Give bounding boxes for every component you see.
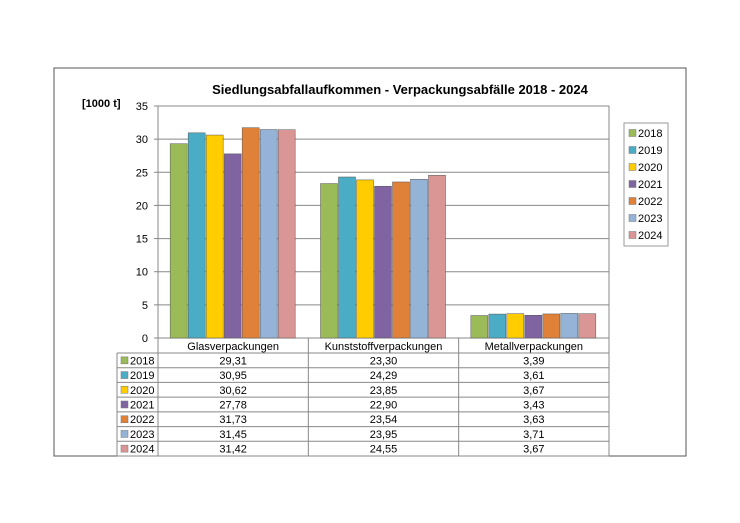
chart-title: Siedlungsabfallaufkommen - Verpackungsab…: [212, 82, 588, 97]
data-label: 22,90: [370, 400, 398, 412]
bar-2021-Glasverpackungen: [223, 153, 242, 339]
bar-2021-Kunststoffverpackungen: [374, 185, 392, 339]
row-label: 2022: [130, 414, 154, 426]
bar-2024-Glasverpackungen: [277, 129, 296, 339]
bar-2019-Glasverpackungen: [187, 132, 206, 339]
legend-key: [628, 163, 637, 171]
y-tick-label: 10: [136, 267, 148, 279]
data-label: 23,85: [370, 385, 398, 397]
legend-key: [120, 400, 129, 409]
bar-2023-Metallverpackungen: [560, 313, 579, 339]
data-label: 23,54: [370, 414, 398, 426]
row-label: 2020: [130, 385, 154, 397]
legend-key: [120, 444, 129, 453]
data-label: 3,67: [523, 444, 544, 456]
data-label: 24,55: [370, 444, 398, 456]
bar-2021-Metallverpackungen: [524, 315, 543, 339]
row-label: 2023: [130, 429, 154, 441]
legend-key: [628, 214, 637, 222]
bar-2020-Glasverpackungen: [205, 134, 224, 339]
bar-2019-Kunststoffverpackungen: [338, 176, 356, 339]
data-label: 3,71: [523, 429, 544, 441]
legend-key: [120, 386, 129, 394]
bar-2023-Glasverpackungen: [259, 129, 278, 339]
bar-2022-Kunststoffverpackungen: [392, 181, 410, 339]
legend-key: [628, 231, 637, 239]
row-label: 2024: [130, 444, 154, 456]
legend-label: 2023: [638, 213, 662, 225]
legend-key: [628, 180, 637, 188]
legend-key: [120, 430, 129, 438]
row-label: 2019: [130, 370, 154, 382]
data-label: 31,42: [219, 444, 247, 456]
y-tick-label: 25: [136, 167, 148, 179]
bar-2019-Metallverpackungen: [488, 313, 507, 339]
data-label: 3,39: [523, 355, 544, 367]
data-label: 23,30: [370, 355, 398, 367]
data-label: 30,62: [219, 385, 247, 397]
y-tick-label: 35: [136, 101, 148, 113]
bar-2023-Kunststoffverpackungen: [410, 178, 428, 339]
row-label: 2018: [130, 355, 154, 367]
legend-label: 2022: [638, 196, 662, 208]
data-label: 23,95: [370, 429, 398, 441]
data-label: 31,45: [219, 429, 247, 441]
y-tick-label: 0: [142, 333, 148, 345]
legend-label: 2018: [638, 128, 662, 140]
y-tick-label: 20: [136, 200, 148, 212]
data-label: 27,78: [219, 400, 247, 412]
data-label: 3,61: [523, 370, 544, 382]
legend-key: [120, 356, 129, 365]
bar-2024-Metallverpackungen: [578, 313, 597, 339]
row-label: 2021: [130, 400, 154, 412]
bar-2024-Kunststoffverpackungen: [428, 175, 446, 339]
category-label: Glasverpackungen: [187, 341, 279, 353]
category-label: Metallverpackungen: [485, 341, 583, 353]
data-label: 31,73: [219, 414, 247, 426]
y-axis-label: [1000 t]: [82, 98, 121, 110]
bar-2018-Glasverpackungen: [169, 143, 188, 339]
legend-key: [628, 197, 637, 205]
legend-key: [628, 129, 637, 137]
data-label: 3,63: [523, 414, 544, 426]
data-label: 3,67: [523, 385, 544, 397]
legend-label: 2020: [638, 162, 662, 174]
data-label: 24,29: [370, 370, 398, 382]
bar-2020-Kunststoffverpackungen: [356, 179, 374, 339]
bar-2018-Kunststoffverpackungen: [320, 183, 338, 339]
legend-label: 2024: [638, 230, 662, 242]
data-label: 30,95: [219, 370, 247, 382]
bar-2022-Metallverpackungen: [542, 313, 561, 339]
bar-2020-Metallverpackungen: [506, 313, 525, 339]
legend-label: 2019: [638, 145, 662, 157]
legend-label: 2021: [638, 179, 662, 191]
data-label: 3,43: [523, 400, 544, 412]
legend-key: [120, 371, 129, 379]
y-tick-label: 30: [136, 134, 148, 146]
data-label: 29,31: [219, 355, 247, 367]
category-label: Kunststoffverpackungen: [325, 341, 443, 353]
y-tick-label: 15: [136, 234, 148, 246]
legend-key: [120, 415, 129, 423]
bar-2022-Glasverpackungen: [241, 127, 260, 339]
y-tick-label: 5: [142, 300, 148, 312]
bar-2018-Metallverpackungen: [470, 315, 489, 339]
legend-key: [628, 146, 637, 154]
